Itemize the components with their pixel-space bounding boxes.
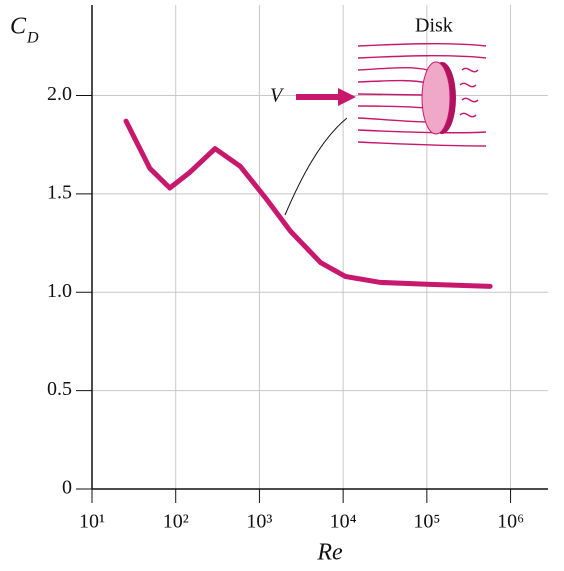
- y-tick-label: 0.5: [47, 378, 72, 400]
- y-axis-label-subscript: D: [26, 30, 39, 47]
- y-tick-label: 0: [62, 477, 72, 499]
- x-tick-label: 10²: [163, 511, 189, 533]
- plot: 0 0.5 1.0 1.5 2.0 10¹ 10² 10³ 10⁴ 10⁵ 10⁶: [47, 5, 548, 533]
- y-tick-label: 1.5: [47, 181, 72, 203]
- y-tick-label: 2.0: [47, 83, 72, 105]
- x-tick-label: 10¹: [79, 511, 105, 533]
- disk-illustration: [285, 44, 486, 215]
- x-tick-label: 10⁴: [330, 511, 357, 533]
- x-axis-label: Re: [316, 540, 343, 566]
- y-tick-label: 1.0: [47, 280, 72, 302]
- x-tick-label: 10⁵: [413, 511, 440, 533]
- x-tick-label: 10⁶: [497, 511, 524, 533]
- chart: 00.51.01.52.010¹10²10³10⁴10⁵10⁶ Disk V R…: [0, 0, 564, 571]
- y-axis-label: C: [10, 14, 27, 40]
- data-line: [126, 121, 490, 286]
- object-label: Disk: [415, 15, 453, 37]
- x-tick-label: 10³: [246, 511, 272, 533]
